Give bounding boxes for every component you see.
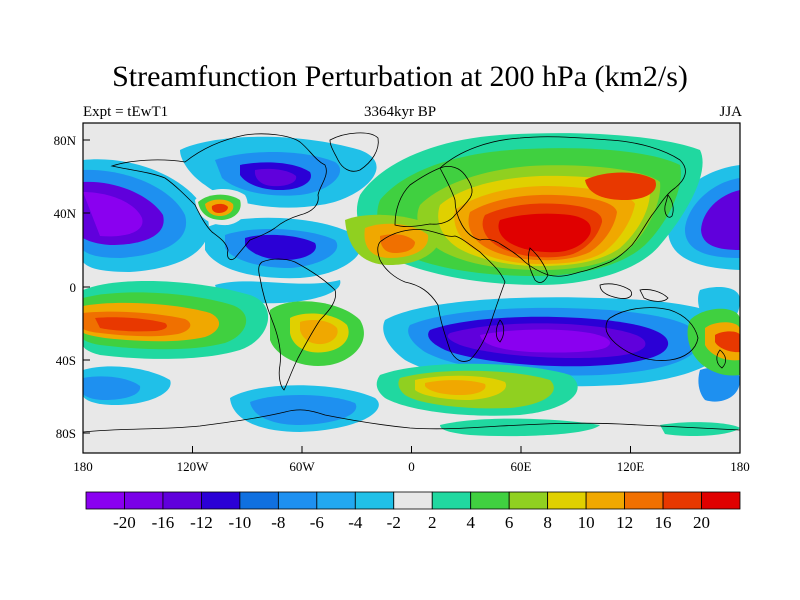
colorbar-swatch [201,491,241,510]
colorbar-label: 16 [655,513,672,532]
lon-tick-label: 0 [408,459,415,474]
lat-tick-label: 40N [54,206,77,221]
experiment-label: Expt = tEwT1 [83,104,169,120]
coast-se-asia [599,283,633,299]
coastlines [83,132,740,433]
colorbar-label: -6 [310,513,324,532]
lat-tick-label: 0 [70,280,77,295]
colorbar-label: -20 [113,513,136,532]
colorbar-label: -16 [152,513,175,532]
colorbar-label: 20 [693,513,710,532]
colorbar-swatch [354,491,395,510]
colorbar-swatch [701,491,741,510]
colorbar-swatch [277,491,318,510]
contour-field [83,123,740,453]
coast-africa [377,229,506,362]
colorbar-label: -12 [190,513,213,532]
coast-india [527,247,549,283]
lat-tick-label: 40S [56,353,76,368]
colorbar-label: -4 [348,513,363,532]
colorbar-label: 4 [466,513,475,532]
lon-tick-label: 180 [730,459,750,474]
colorbar-swatch [162,491,202,510]
colorbar-label: -8 [271,513,285,532]
lon-tick-label: 60W [289,459,315,474]
positive-anomalies [83,133,740,437]
colorbar: -20 -16 -12 -10 -8 -6 -4 -2 2 4 6 8 10 12 16 20 [85,491,741,532]
coast-antarctica [83,409,740,433]
colorbar-swatch [393,491,433,510]
colorbar-swatch [239,491,279,510]
colorbar-swatch [547,491,587,510]
lon-tick-label: 60E [511,459,532,474]
time-label: 3364kyr BP [363,104,437,120]
colorbar-swatch [85,491,125,510]
colorbar-swatch [316,491,356,510]
colorbar-label: 2 [428,513,437,532]
coast-asia [439,136,686,277]
colorbar-swatch [662,491,702,510]
lat-tick-label: 80N [54,133,77,148]
lat-tick-label: 80S [56,426,76,441]
coast-north-america [110,133,327,260]
coast-australia [605,307,699,361]
colorbar-swatch [624,491,664,510]
colorbar-label: -10 [229,513,252,532]
coast-japan [664,194,674,218]
coast-south-america [258,258,337,391]
colorbar-label: 8 [543,513,552,532]
coast-greenland [329,132,379,172]
longitude-axis: 180 120W 60W 0 60E 120E 180 [73,446,750,474]
coast-europe [394,166,473,227]
colorbar-swatch [585,491,625,510]
colorbar-swatch [470,491,510,510]
colorbar-label: 12 [616,513,633,532]
season-label: JJA [719,104,742,120]
plot-title: Streamfunction Perturbation at 200 hPa (… [112,60,688,93]
lon-tick-label: 180 [73,459,93,474]
colorbar-label: -2 [387,513,401,532]
colorbar-swatch [431,491,472,510]
lon-tick-label: 120E [617,459,645,474]
coast-madagascar [495,319,505,343]
colorbar-label: 6 [505,513,514,532]
latitude-axis: 80N 40N 0 40S 80S [54,133,90,441]
colorbar-swatch [124,491,164,510]
colorbar-label: 10 [578,513,595,532]
lon-tick-label: 120W [177,459,210,474]
coast-new-zealand [716,349,726,369]
colorbar-swatch [508,491,549,510]
